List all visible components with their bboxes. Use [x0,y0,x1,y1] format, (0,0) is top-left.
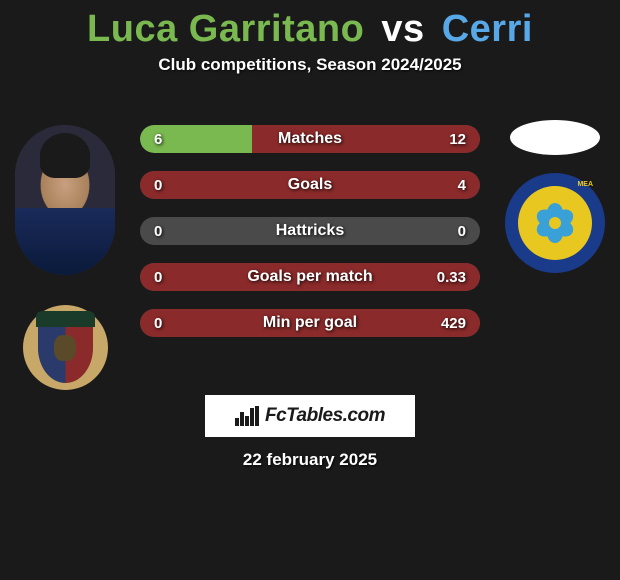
stat-value-right: 0 [458,223,466,240]
stat-label: Min per goal [263,314,357,332]
stat-bar: 0 Hattricks 0 [140,217,480,245]
stat-bar: 0 Goals 4 [140,171,480,199]
stat-value-right: 4 [458,177,466,194]
title-player1: Luca Garritano [87,8,364,50]
stat-bar: 6 Matches 12 [140,125,480,153]
stat-value-right: 12 [449,131,466,148]
player1-club-badge [23,305,108,390]
player1-photo [15,125,115,275]
footer-brand-badge: FcTables.com [205,395,415,437]
comparison-bars: 6 Matches 12 0 Goals 4 0 Hattricks 0 0 Goals per m… [140,125,480,355]
title-vs: vs [381,8,424,50]
stat-label: Hattricks [276,222,344,240]
player2-club-badge: MEA [505,173,605,273]
stat-value-left: 0 [154,315,162,332]
stat-label: Goals per match [247,268,372,286]
stat-value-left: 0 [154,269,162,286]
right-column: MEA [500,120,610,273]
chart-icon [235,406,259,426]
stat-value-right: 429 [441,315,466,332]
footer-date: 22 february 2025 [243,450,377,470]
title-player2: Cerri [442,8,533,50]
stat-value-left: 0 [154,223,162,240]
footer-brand-text: FcTables.com [265,405,385,427]
subtitle: Club competitions, Season 2024/2025 [0,55,620,75]
stat-label: Matches [278,130,342,148]
player2-photo [510,120,600,155]
stat-bar: 0 Min per goal 429 [140,309,480,337]
stat-label: Goals [288,176,332,194]
stat-value-left: 0 [154,177,162,194]
stat-value-left: 6 [154,131,162,148]
left-column [10,125,120,390]
stat-value-right: 0.33 [437,269,466,286]
stat-bar: 0 Goals per match 0.33 [140,263,480,291]
page-title: Luca Garritano vs Cerri [0,0,620,51]
